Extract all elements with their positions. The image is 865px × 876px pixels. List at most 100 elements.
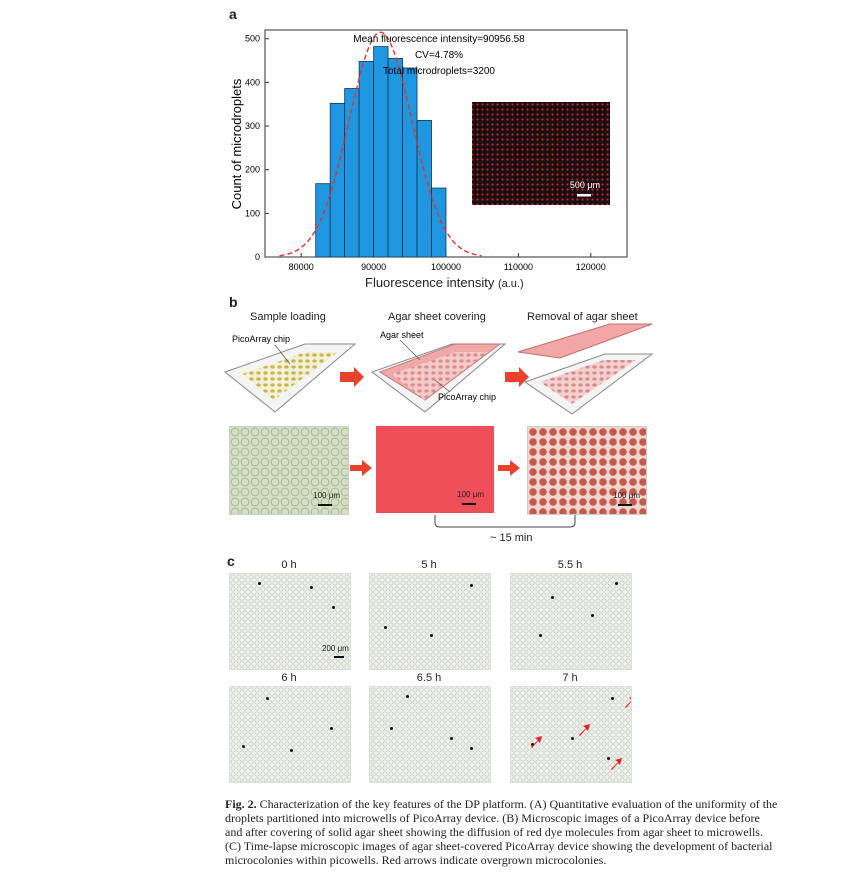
histogram-bar [315,183,331,258]
inset-scale-bar [577,194,591,197]
chip-wells-pink-3 [540,360,636,404]
y-tick-label: 300 [245,121,260,131]
timelapse-image [510,573,632,670]
scale-label-3: 100 μm [613,491,640,500]
step-title-covering: Agar sheet covering [388,311,486,323]
timelapse-image [369,686,491,783]
x-tick-label: 80000 [289,262,314,272]
y-tick-label: 200 [245,165,260,175]
colony-dot [406,695,409,698]
chip-wells-yellow [242,352,338,400]
scale-bar-c [334,656,344,658]
colony-dot [607,757,610,760]
histogram-bar [344,88,360,258]
chip-label-2: PicoArray chip [438,392,496,402]
gaussian-fit-curve [279,31,482,257]
stat-cv: CV=4.78% [415,50,463,61]
colony-dot [450,737,453,740]
colony-dot [332,606,335,609]
colony-dot [330,727,333,730]
colony-dot [430,634,433,637]
y-tick-label: 0 [255,252,260,262]
micrograph-covered: 100 μm [376,426,494,513]
scale-bar-3 [618,504,632,506]
y-axis: 0 100 200 300 400 500 [245,34,269,262]
y-tick-label: 400 [245,77,260,87]
red-arrow-icon [579,724,590,736]
histogram-bar [329,102,346,258]
scale-bar-1 [318,504,332,506]
step-title-loading: Sample loading [250,311,326,323]
histogram-bar [387,57,403,258]
x-tick-label: 110000 [504,262,533,272]
red-arrow-icon [531,736,542,748]
histogram-bar [402,67,418,258]
caption-label: Fig. 2. [225,797,257,811]
colony-dot [539,634,542,637]
red-arrow-icon [611,758,622,770]
histogram-bar [373,46,389,258]
scale-bar-2 [462,503,476,505]
timelapse-image [510,686,632,783]
caption-text: Characterization of the key features of … [225,797,778,867]
figure-caption: Fig. 2. Characterization of the key feat… [225,797,780,867]
colony-dot [310,586,313,589]
chip-wells-pink [392,352,488,400]
panel-a-letter: a [229,6,237,22]
time-label: 6 h [281,672,297,684]
panel-c-letter: c [227,553,235,569]
arrow-icon [340,367,364,387]
process-schematic: PicoArray chip Agar sheet PicoArray chip [223,323,654,415]
step-title-removal: Removal of agar sheet [527,311,638,323]
micrograph-before: 100 μm [229,426,349,515]
scale-label-2: 100 μm [457,490,484,499]
arrow-icon [505,367,529,387]
scale-label-c: 200 μm [322,644,349,653]
colony-dot [571,737,574,740]
panel-b-letter: b [229,294,238,310]
time-label: 0 h [281,559,297,571]
x-tick-label: 100000 [431,262,461,272]
histogram-bar [431,187,447,258]
timelapse-image: 200 μm [229,573,351,670]
colony-dot [615,582,618,585]
agar-sheet-lifted [517,323,653,359]
histogram-chart: 0 100 200 300 400 500 80000 90000 100000 110000 1… [229,29,628,272]
time-label: 6.5 h [416,672,442,684]
time-bracket [434,515,576,528]
y-tick-label: 100 [245,208,260,218]
x-tick-label: 90000 [361,262,386,272]
fluorescence-inset-image [472,102,610,205]
colony-dot [390,727,393,730]
y-axis-title: Count of microdroplets [229,78,244,209]
time-label: 7 h [562,672,578,684]
colony-dot [611,697,614,700]
colony-dot [258,582,261,585]
colony-dot [470,747,473,750]
micrograph-after: 100 μm [527,426,647,515]
x-tick-label: 120000 [576,262,606,272]
colony-dot [384,626,387,629]
y-tick-label: 500 [245,34,260,44]
agar-label: Agar sheet [380,330,424,340]
arrow-icon [350,460,372,476]
time-label: 5 h [421,559,437,571]
colony-dot [591,614,594,617]
bars [315,46,447,258]
chip-label-1: PicoArray chip [232,334,290,344]
inset-scale-label: 500 μm [570,180,600,190]
arrow-icon [498,460,520,476]
time-label: 5.5 h [557,559,583,571]
timelapse-image [229,686,351,783]
colony-dot [551,596,554,599]
timelapse-image [369,573,491,670]
histogram-bar [416,119,432,258]
time-label: ~ 15 min [490,532,533,544]
colony-dot [290,749,293,752]
colony-dot [266,697,269,700]
colony-dot [531,743,534,746]
x-axis-title: Fluorescence intensity (a.u.) [365,275,524,290]
red-arrow-icon [625,697,631,708]
histogram-bar [358,61,374,258]
scale-label-1: 100 μm [313,491,340,500]
